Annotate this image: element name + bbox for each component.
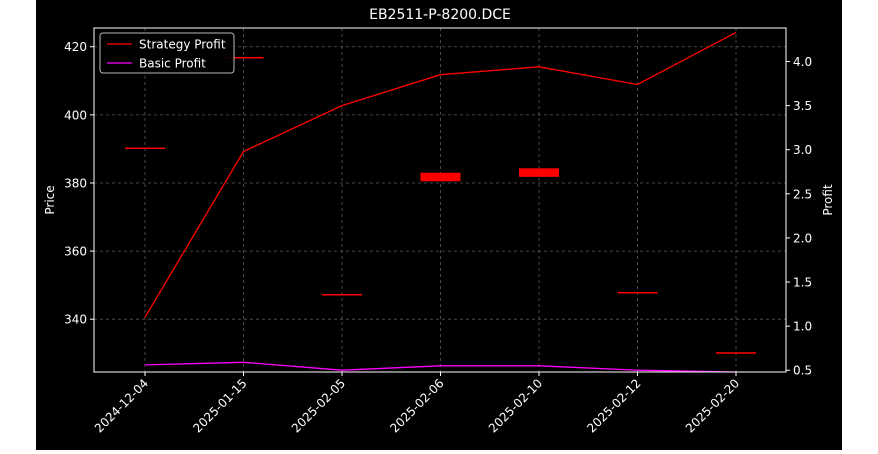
y-right-tick-label: 4.0 <box>793 55 812 69</box>
y-right-tick-label: 0.5 <box>793 364 812 378</box>
candle-body <box>322 294 362 296</box>
candle-body <box>716 352 756 354</box>
y-right-tick-label: 3.0 <box>793 143 812 157</box>
y-left-tick-label: 400 <box>64 108 87 122</box>
legend-box <box>99 32 235 74</box>
y-right-tick-label: 3.5 <box>793 99 812 113</box>
y-left-tick-label: 380 <box>64 176 87 190</box>
series-line-basic-profit <box>144 361 737 373</box>
y-left-tick-label: 360 <box>64 245 87 259</box>
y-right-tick-label: 2.0 <box>793 231 812 245</box>
candle-body <box>223 56 264 59</box>
y-left-tick-label: 420 <box>64 40 87 54</box>
y-right-tick-label: 2.5 <box>793 187 812 201</box>
y-right-axis-label: Profit <box>821 184 835 216</box>
plot-area <box>94 28 786 372</box>
candle-body <box>125 147 165 150</box>
candle-body <box>420 172 461 182</box>
candle-body <box>519 168 559 177</box>
y-left-tick-label: 340 <box>64 313 87 327</box>
series-line-strategy-profit <box>144 31 737 318</box>
y-right-tick-label: 1.0 <box>793 320 812 334</box>
y-left-axis-label: Price <box>43 185 57 214</box>
chart-title: EB2511-P-8200.DCE <box>369 7 511 23</box>
y-right-tick-label: 1.5 <box>793 276 812 290</box>
legend-label: Basic Profit <box>139 57 206 71</box>
legend-label: Strategy Profit <box>139 38 226 52</box>
candle-body <box>617 291 658 294</box>
